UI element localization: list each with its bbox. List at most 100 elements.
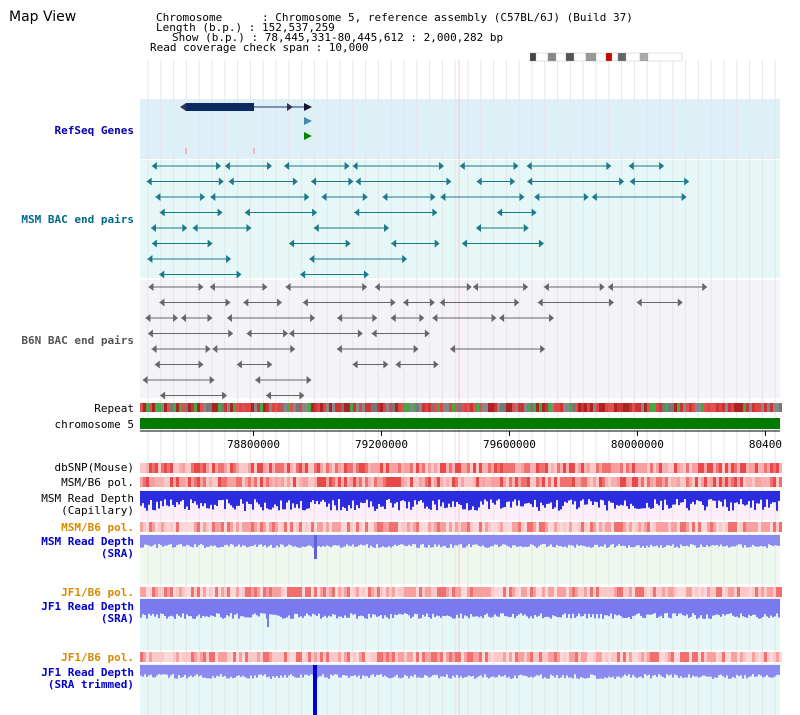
- msm-cap-depth-bar: [524, 491, 526, 504]
- b6n-bac-pair-arrow: [306, 376, 312, 384]
- msm-sra-depth-bar: [222, 535, 224, 547]
- msm-b6-pol-cell: [434, 477, 437, 487]
- jf1-b6-pol-cell: [611, 587, 614, 597]
- msm-cap-depth-bar: [272, 491, 274, 508]
- msm-b6-pol-cell: [353, 477, 356, 487]
- jf1-sra-depth-bar: [552, 599, 554, 616]
- b6n-bac-pair-arrow: [390, 298, 396, 307]
- msm-cap-depth-bar: [698, 491, 700, 501]
- msm-b6-pol-cell: [617, 477, 620, 487]
- jf1-sra-depth-bar: [334, 599, 336, 615]
- jf1-b6-pol-cell-2: [686, 652, 689, 662]
- msm-cap-depth-bar: [436, 491, 438, 511]
- msm-sra-depth-bar: [474, 535, 476, 545]
- msm-cap-depth-bar: [396, 491, 398, 503]
- repeat-segment: [314, 403, 317, 412]
- msm-bac-pair-arrow: [348, 177, 354, 186]
- msm-cap-depth-bar: [710, 491, 712, 500]
- msm-cap-depth-bar: [338, 491, 340, 500]
- msm-b6-pol-cell: [329, 477, 332, 487]
- dbsnp-cell: [539, 463, 542, 473]
- msm-sra-depth-bar: [214, 535, 216, 546]
- jf1-b6-pol-cell: [536, 587, 539, 597]
- dbsnp-cell: [257, 463, 260, 473]
- msm-b6-pol-cell: [665, 477, 668, 487]
- jf1-trim-depth-bar: [758, 665, 760, 675]
- jf1-sra-depth-bar: [338, 599, 340, 617]
- repeat-segment: [245, 403, 248, 412]
- jf1-sra-depth-bar: [730, 599, 732, 614]
- jf1-b6-pol-cell: [665, 587, 668, 597]
- dbsnp-cell: [242, 463, 245, 473]
- msm-sra-depth-bar: [570, 535, 572, 546]
- repeat-segment: [437, 403, 440, 412]
- repeat-segment: [695, 403, 698, 412]
- jf1-b6-pol-cell-2: [308, 652, 311, 662]
- msm-b6-pol-cell-2: [506, 522, 509, 532]
- msm-b6-pol-cell: [278, 477, 281, 487]
- msm-b6-pol-cell-2: [278, 522, 281, 532]
- jf1-b6-pol-cell: [452, 587, 455, 597]
- jf1-b6-pol-cell-2: [500, 652, 503, 662]
- jf1-trim-depth-bar: [734, 665, 736, 678]
- msm-cap-depth-bar: [146, 491, 148, 511]
- jf1-sra-depth-bar: [424, 599, 426, 617]
- msm-b6-pol-cell-2: [602, 522, 605, 532]
- jf1-b6-pol-cell-2: [302, 652, 305, 662]
- msm-sra-depth-bar: [230, 535, 232, 545]
- dbsnp-cell: [278, 463, 281, 473]
- refseq-genes-label[interactable]: RefSeq Genes: [54, 124, 134, 137]
- jf1-trim-depth-bar: [236, 665, 238, 677]
- msm-cap-depth-bar: [332, 491, 334, 501]
- msm-b6-pol-cell-2: [248, 522, 251, 532]
- dbsnp-cell: [191, 463, 194, 473]
- msm-cap-depth-bar: [754, 491, 756, 510]
- msm-cap-depth-bar: [474, 491, 476, 511]
- dbsnp-cell: [239, 463, 242, 473]
- dbsnp-cell: [347, 463, 350, 473]
- msm-bac-label[interactable]: MSM BAC end pairs: [21, 213, 134, 226]
- dbsnp-cell: [155, 463, 158, 473]
- repeat-segment: [590, 403, 593, 412]
- jf1-trim-depth-bar: [472, 665, 474, 677]
- jf1-trim-depth-bar: [158, 665, 160, 675]
- repeat-segment: [374, 403, 377, 412]
- msm-cap-depth-bar: [690, 491, 692, 504]
- msm-b6-pol-cell-2: [311, 522, 314, 532]
- jf1-b6-pol-cell: [488, 587, 491, 597]
- msm-b6-pol-cell-2: [407, 522, 410, 532]
- msm-cap-depth-bar: [626, 491, 628, 507]
- msm-bac-pair-arrow: [534, 193, 540, 201]
- jf1-b6-pol-cell-2: [728, 652, 731, 662]
- jf1-sra-depth-bar: [542, 599, 544, 619]
- jf1-sra-depth-bar: [230, 599, 232, 614]
- msm-bac-pair-arrow: [519, 193, 525, 201]
- msm-b6-pol-cell: [656, 477, 659, 487]
- jf1-trim-depth-bar: [718, 665, 720, 676]
- dbsnp-cell: [464, 463, 467, 473]
- msm-b6-pol-cell-2: [671, 522, 674, 532]
- b6n-bac-label[interactable]: B6N BAC end pairs: [21, 334, 134, 347]
- msm-b6-pol-cell: [401, 477, 404, 487]
- jf1-sra-depth-bar: [736, 599, 738, 617]
- jf1-trim-depth-bar: [228, 665, 230, 679]
- msm-sra-depth-bar: [578, 535, 580, 546]
- jf1-sra-depth-bar: [418, 599, 420, 619]
- msm-b6-pol-cell: [644, 477, 647, 487]
- msm-sra-depth-bar: [412, 535, 414, 545]
- msm-sra-depth-bar: [724, 535, 726, 547]
- msm-cap-depth-bar: [602, 491, 604, 501]
- jf1-trim-depth-bar: [154, 665, 156, 678]
- msm-cap-depth-bar: [618, 491, 620, 506]
- jf1-trim-depth-bar: [224, 665, 226, 676]
- jf1-b6-pol-cell: [458, 587, 461, 597]
- b6n-bac-pair-arrow: [285, 283, 291, 291]
- jf1-b6-pol-cell: [695, 587, 698, 597]
- msm-sra-depth-bar: [322, 535, 324, 546]
- jf1-b6-pol-cell: [635, 587, 638, 597]
- msm-cap-depth-bar: [302, 491, 304, 511]
- dbsnp-cell: [386, 463, 389, 473]
- msm-sra-depth-bar: [548, 535, 550, 546]
- jf1-trim-depth-bar: [282, 665, 284, 678]
